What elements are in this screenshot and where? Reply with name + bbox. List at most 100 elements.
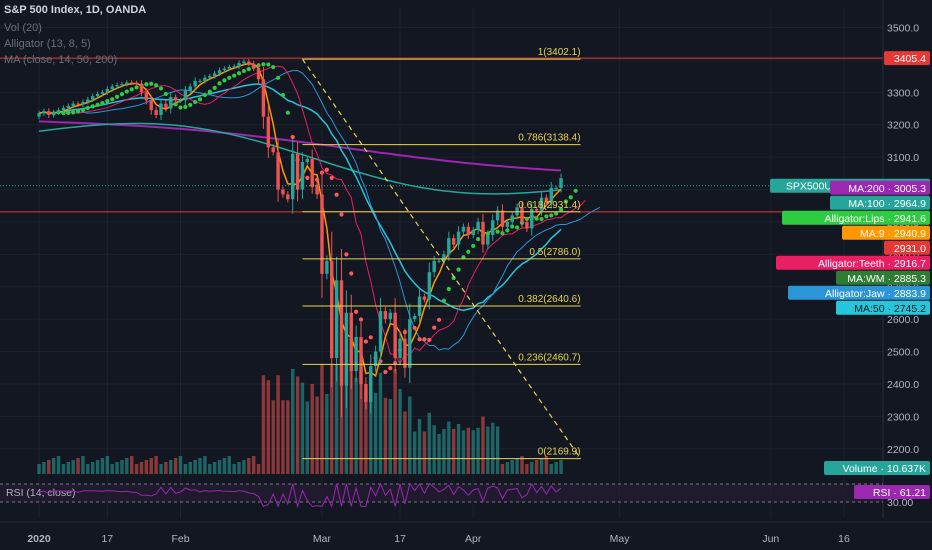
candle-body[interactable]	[359, 337, 363, 384]
candle-body[interactable]	[539, 197, 544, 211]
candle-body[interactable]	[149, 100, 153, 111]
ma-price-tag[interactable]	[782, 210, 930, 225]
candle-body[interactable]	[90, 96, 95, 100]
candle-body[interactable]	[203, 77, 207, 81]
candle-body[interactable]	[217, 70, 222, 74]
candle-body[interactable]	[349, 312, 353, 372]
candle-body[interactable]	[525, 221, 529, 229]
candle-body[interactable]	[481, 221, 485, 245]
candle-body[interactable]	[325, 260, 329, 274]
candle-body[interactable]	[476, 221, 480, 231]
candle-body[interactable]	[81, 102, 85, 105]
candle-body[interactable]	[251, 63, 256, 68]
candle-body[interactable]	[178, 100, 183, 102]
candle-body[interactable]	[169, 97, 173, 109]
ma-price-tag[interactable]	[830, 180, 930, 195]
candle-body[interactable]	[461, 226, 466, 232]
ma-price-tag[interactable]	[836, 270, 930, 285]
candle-body[interactable]	[534, 208, 539, 211]
candle-body[interactable]	[510, 215, 514, 222]
candle-body[interactable]	[144, 92, 149, 101]
candle-body[interactable]	[47, 111, 51, 115]
fib-trend-line[interactable]	[301, 58, 582, 459]
candle-body[interactable]	[193, 80, 197, 87]
ma-indicator-label[interactable]: MA (close, 14, 50, 200)	[4, 54, 118, 66]
candle-body[interactable]	[383, 311, 388, 320]
ma-price-tag[interactable]	[884, 240, 930, 255]
candle-body[interactable]	[330, 260, 334, 359]
candle-body[interactable]	[247, 61, 251, 64]
rsi-value-tag[interactable]	[854, 485, 930, 499]
candle-body[interactable]	[422, 296, 427, 300]
candle-body[interactable]	[66, 105, 71, 108]
candle-body[interactable]	[42, 111, 46, 114]
candle-body[interactable]	[451, 238, 456, 245]
candle-body[interactable]	[51, 112, 56, 115]
candle-body[interactable]	[198, 80, 202, 82]
candle-body[interactable]	[559, 178, 563, 188]
candle-body[interactable]	[544, 197, 549, 203]
candle-body[interactable]	[403, 338, 407, 368]
candle-body[interactable]	[86, 99, 90, 102]
candle-body[interactable]	[305, 158, 310, 162]
candle-body[interactable]	[95, 93, 100, 97]
ma-price-tag[interactable]	[842, 225, 930, 240]
candle-body[interactable]	[281, 189, 285, 195]
candle-body[interactable]	[183, 90, 188, 101]
candle-body[interactable]	[334, 280, 339, 359]
candle-body[interactable]	[500, 210, 505, 227]
candle-body[interactable]	[442, 254, 446, 261]
candle-body[interactable]	[471, 230, 475, 235]
candle-body[interactable]	[100, 92, 105, 94]
candle-body[interactable]	[164, 103, 168, 109]
candle-body[interactable]	[491, 220, 495, 235]
candle-body[interactable]	[261, 79, 266, 117]
alligator-indicator-label[interactable]: Alligator (13, 8, 5)	[4, 38, 91, 50]
candle-body[interactable]	[456, 231, 461, 245]
candle-body[interactable]	[154, 110, 158, 115]
candle-body[interactable]	[125, 82, 129, 85]
vol-indicator-label[interactable]: Vol (20)	[4, 22, 42, 34]
candle-body[interactable]	[134, 82, 139, 85]
volume-tag[interactable]	[824, 461, 930, 475]
candle-body[interactable]	[320, 194, 324, 274]
candle-body[interactable]	[295, 153, 300, 190]
candle-body[interactable]	[300, 161, 305, 190]
candle-body[interactable]	[339, 280, 344, 386]
candle-body[interactable]	[232, 66, 236, 68]
candle-body[interactable]	[188, 86, 192, 91]
ma-price-tag[interactable]	[836, 300, 930, 315]
candle-body[interactable]	[237, 63, 241, 67]
candle-body[interactable]	[115, 85, 119, 87]
candle-body[interactable]	[549, 187, 553, 203]
candle-body[interactable]	[290, 153, 295, 200]
candle-body[interactable]	[212, 73, 217, 77]
candle-body[interactable]	[271, 147, 275, 153]
candle-body[interactable]	[276, 152, 280, 190]
candle-body[interactable]	[110, 86, 114, 90]
candle-body[interactable]	[344, 312, 349, 386]
candle-body[interactable]	[222, 68, 227, 71]
candle-body[interactable]	[208, 76, 212, 78]
candle-body[interactable]	[530, 208, 534, 229]
candle-body[interactable]	[447, 238, 451, 255]
candle-body[interactable]	[105, 89, 110, 93]
candle-body[interactable]	[486, 234, 490, 245]
candle-body[interactable]	[398, 338, 402, 359]
candle-body[interactable]	[120, 84, 124, 86]
ma-price-tag[interactable]	[830, 195, 930, 210]
candle-body[interactable]	[408, 319, 412, 368]
candle-body[interactable]	[159, 103, 163, 115]
candle-body[interactable]	[37, 113, 41, 117]
candle-body[interactable]	[286, 194, 290, 200]
candle-body[interactable]	[310, 158, 314, 185]
candle-body[interactable]	[266, 116, 271, 148]
candle-body[interactable]	[412, 315, 417, 320]
candle-body[interactable]	[505, 221, 510, 227]
candle-body[interactable]	[466, 226, 471, 235]
candle-body[interactable]	[256, 67, 261, 80]
candle-body[interactable]	[520, 207, 524, 222]
candle-body[interactable]	[427, 272, 432, 300]
candle-body[interactable]	[71, 103, 75, 106]
